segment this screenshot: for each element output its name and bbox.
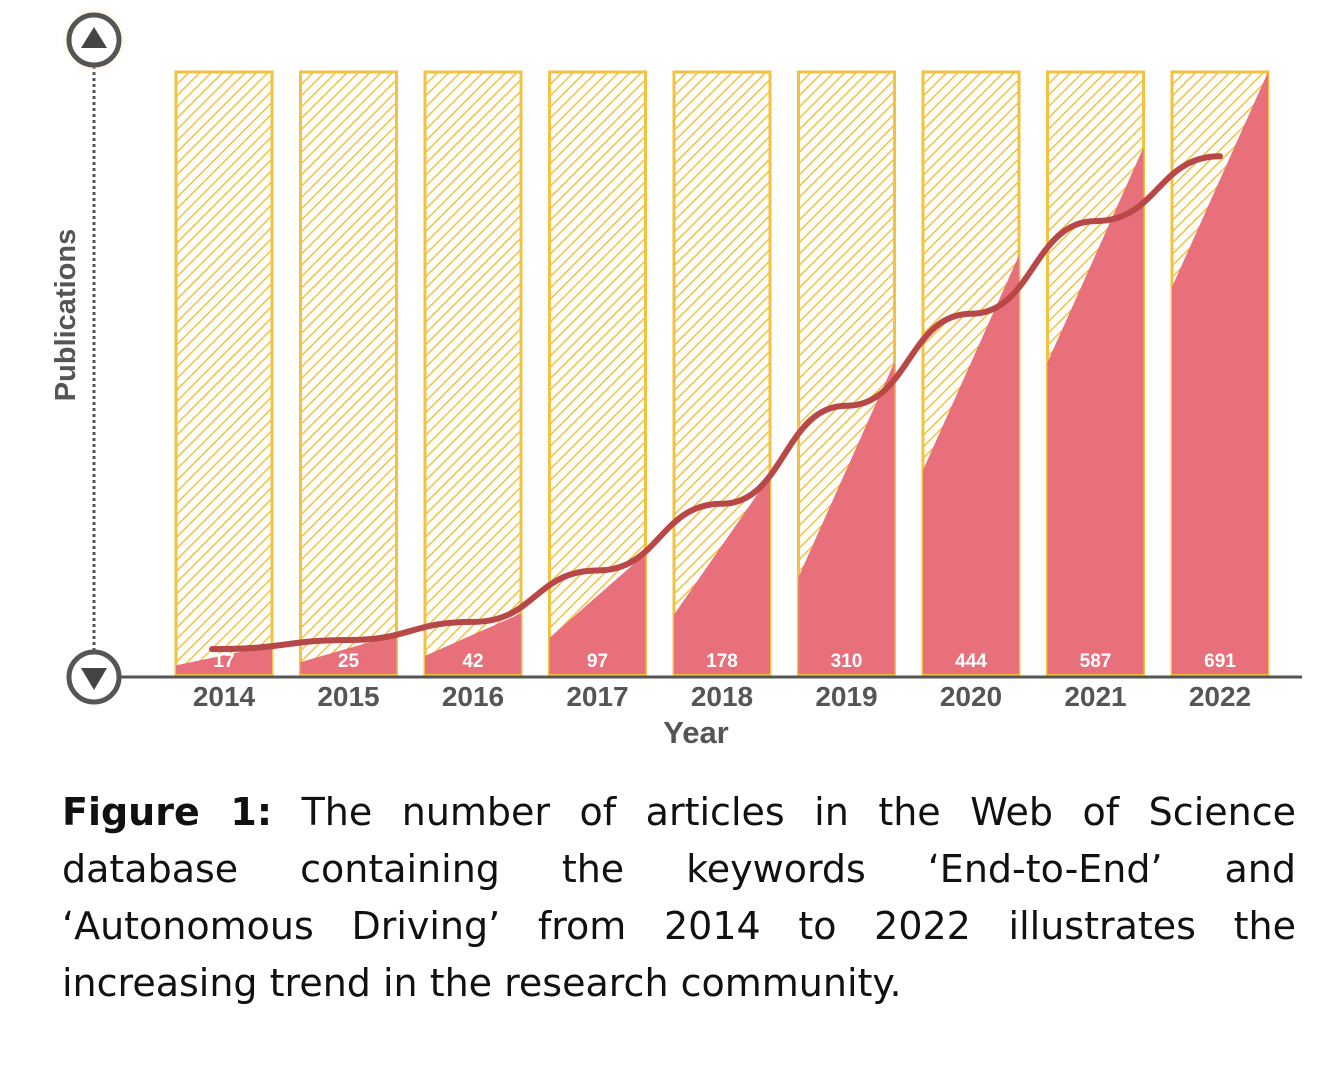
value-label-2018: 178 [706,651,738,672]
bar-2017 [549,553,646,674]
y-axis-title: Publications [50,229,82,401]
bar-2021 [1047,147,1144,674]
bar-2014 [176,645,272,674]
value-label-2021: 587 [1080,651,1112,672]
scroll-down-button[interactable] [66,649,122,705]
bar-background-2014 [174,70,274,676]
tick-label-2018: 2018 [691,681,753,712]
tick-label-2016: 2016 [442,681,504,712]
bar-2020 [923,255,1019,674]
bar-background-2015 [299,70,398,676]
value-label-2022: 691 [1204,651,1236,672]
figure-caption: Figure 1: The number of articles in the … [62,784,1296,1012]
caption-text: The number of articles in the Web of Sci… [62,790,1296,1005]
tick-label-2022: 2022 [1189,681,1251,712]
bar-background-2016 [423,70,523,676]
tick-label-2019: 2019 [815,681,877,712]
value-label-2016: 42 [462,651,483,672]
bars-group [174,70,1270,676]
bar-2018 [674,476,770,674]
triangle-up-icon [81,27,107,48]
bar-2015 [300,634,397,674]
bar-2022 [1172,72,1268,674]
value-label-2014: 17 [213,651,234,672]
bar-2016 [425,613,521,674]
scroll-up-button[interactable] [66,12,122,68]
triangle-down-icon [81,668,107,690]
tick-label-2021: 2021 [1064,681,1126,712]
publications-chart: Publications 17 25 42 97 178 310 444 587 691 201… [50,6,1302,750]
bar-2019 [798,362,895,674]
value-labels-group: 17 25 42 97 178 310 444 587 691 [213,651,1236,672]
x-tick-labels: 2014 2015 2016 2017 2018 2019 2020 2021 2022 [193,681,1251,712]
value-label-2019: 310 [831,651,863,672]
tick-label-2020: 2020 [940,681,1002,712]
value-label-2017: 97 [587,651,608,672]
tick-label-2015: 2015 [317,681,379,712]
tick-label-2017: 2017 [566,681,628,712]
trend-line [209,153,1223,653]
x-axis-title: Year [663,715,729,750]
value-label-2015: 25 [338,651,360,672]
caption-label: Figure 1: [62,790,273,834]
value-label-2020: 444 [955,651,987,672]
tick-label-2014: 2014 [193,681,256,712]
